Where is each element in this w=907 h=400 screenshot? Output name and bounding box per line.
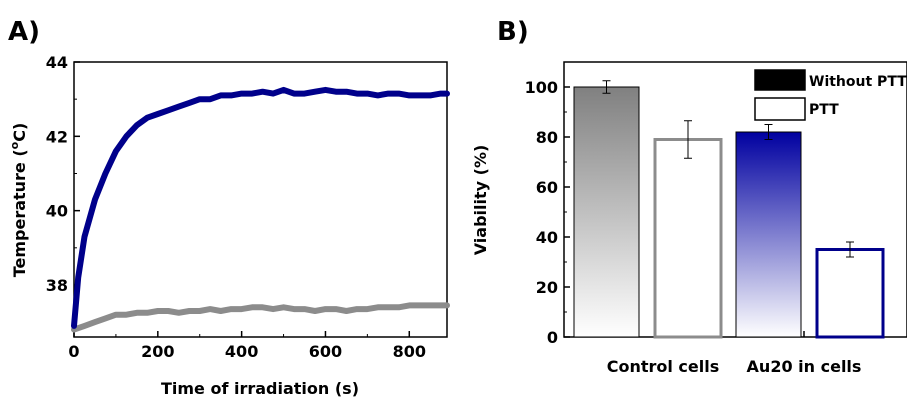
panel-a-label: A) xyxy=(8,17,40,47)
panel-b-y-tick-label: 80 xyxy=(536,128,558,147)
panel-a-x-tick-label: 0 xyxy=(68,342,79,361)
bar-control-ptt-error-bar xyxy=(684,120,692,159)
legend-swatch-without-ptt xyxy=(754,69,806,91)
legend-swatch-ptt xyxy=(754,97,806,121)
panel-a-x-tick-label: 600 xyxy=(309,342,342,361)
panel-a-x-tick-label: 200 xyxy=(141,342,174,361)
panel-a-series xyxy=(71,86,450,333)
panel-a-plot-frame xyxy=(73,61,448,338)
panel-a-line-grey xyxy=(71,302,450,333)
panel-b-y-tick-label: 20 xyxy=(536,278,558,297)
panel-a: A) 0 200 400 600 800 38 40 42 44 Time of irradi… xyxy=(8,17,450,398)
legend-label-without-ptt: Without PTT xyxy=(809,74,907,90)
bar-au20-ptt-error-bar xyxy=(846,241,854,258)
panel-a-x-tick-label: 800 xyxy=(393,342,426,361)
panel-a-y-axis-title-superscript: o xyxy=(8,141,21,149)
panel-b-bars xyxy=(573,80,885,339)
panel-b-legend: Without PTT PTT xyxy=(754,69,907,121)
panel-a-ticks xyxy=(73,61,411,337)
panel-a-y-axis-title-unit: C) xyxy=(10,123,29,142)
panel-b-y-axis-title: Viability (%) xyxy=(471,145,490,256)
panel-b-y-tick-labels: 0 20 40 60 80 100 xyxy=(525,78,558,347)
panel-a-y-tick-labels: 38 40 42 44 xyxy=(46,53,68,295)
panel-a-x-tick-labels: 0 200 400 600 800 xyxy=(68,342,426,361)
panel-b: B) 0 20 40 60 80 100 Control cells Au20 in ce… xyxy=(471,17,907,376)
panel-b-label: B) xyxy=(497,17,529,47)
panel-a-y-axis-title: Temperature (oC) xyxy=(8,123,29,278)
panel-a-y-tick-label: 44 xyxy=(46,53,68,72)
bar-control-without-ptt xyxy=(573,86,640,338)
panel-a-y-tick-label: 42 xyxy=(46,127,68,146)
bar-au20-without-ptt-error-bar xyxy=(764,124,773,140)
panel-a-x-axis-title: Time of irradiation (s) xyxy=(161,379,359,398)
panel-b-y-tick-label: 40 xyxy=(536,228,558,247)
panel-a-line-blue xyxy=(71,86,450,329)
panel-b-y-tick-label: 0 xyxy=(547,328,558,347)
panel-b-category-label-au20: Au20 in cells xyxy=(747,357,862,376)
panel-a-y-axis-title-main: Temperature ( xyxy=(10,149,29,277)
bar-control-ptt xyxy=(653,138,723,339)
bar-au20-ptt xyxy=(815,248,885,339)
bar-control-without-ptt-error-bar xyxy=(602,80,611,94)
panel-b-category-label-control: Control cells xyxy=(607,357,720,376)
bar-au20-without-ptt xyxy=(735,131,802,338)
panel-b-y-tick-label: 60 xyxy=(536,178,558,197)
panel-a-y-tick-label: 38 xyxy=(46,276,68,295)
panel-a-x-tick-label: 400 xyxy=(225,342,258,361)
panel-a-y-tick-label: 40 xyxy=(46,202,68,221)
panel-b-y-tick-label: 100 xyxy=(525,78,558,97)
legend-label-ptt: PTT xyxy=(809,102,839,118)
